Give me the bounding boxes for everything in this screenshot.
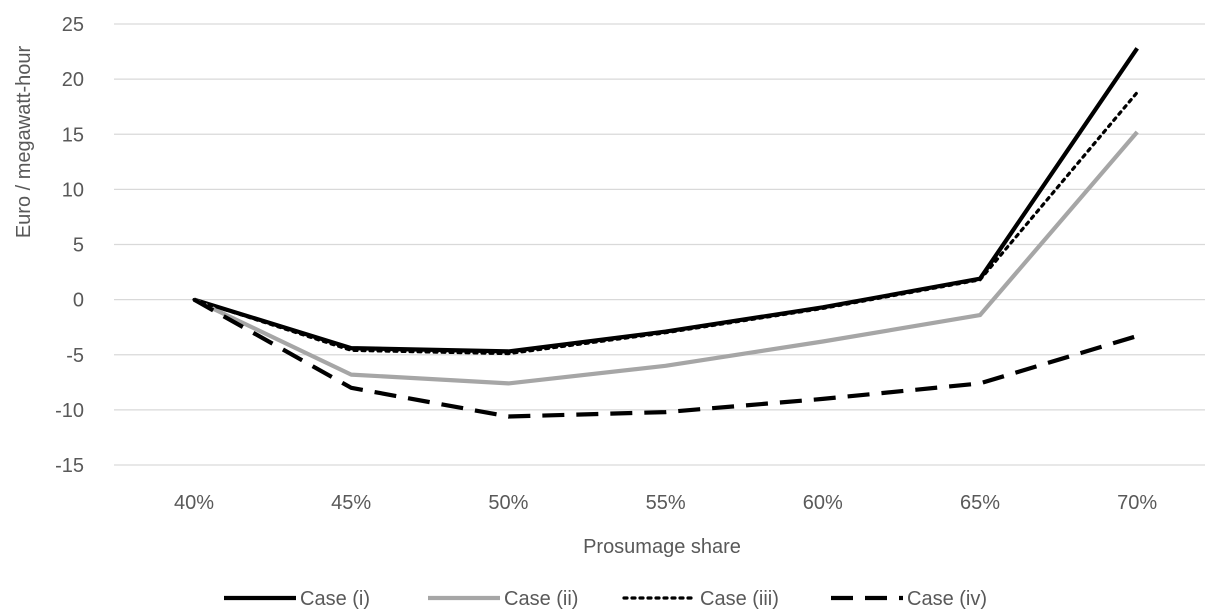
y-tick-label: -15	[55, 455, 84, 477]
x-tick-label: 65%	[960, 492, 1000, 514]
series-line-case-4	[192, 297, 1138, 419]
series-line-case-1	[193, 47, 1139, 354]
y-tick-label: 5	[73, 235, 84, 257]
y-tick-label: 0	[73, 290, 84, 312]
legend-label: Case (iv)	[907, 588, 987, 610]
legend-label: Case (i)	[300, 588, 370, 610]
legend-label: Case (ii)	[504, 588, 578, 610]
series-lines	[192, 47, 1139, 419]
x-tick-label: 40%	[174, 492, 214, 514]
legend-label: Case (iii)	[700, 588, 779, 610]
x-tick-label: 50%	[488, 492, 528, 514]
x-tick-label: 45%	[331, 492, 371, 514]
y-tick-label: 10	[62, 179, 84, 201]
y-tick-label: 15	[62, 124, 84, 146]
x-axis-title: Prosumage share	[583, 536, 741, 558]
x-tick-label: 55%	[646, 492, 686, 514]
y-axis-title: Euro / megawatt-hour	[13, 46, 35, 239]
y-tick-label: 25	[62, 14, 84, 36]
y-tick-label: -5	[66, 345, 84, 367]
x-axis-ticks: 40% 45% 50% 55% 60% 65% 70%	[174, 492, 1157, 514]
y-axis-ticks: -15 -10 -5 0 5 10 15 20 25	[55, 14, 84, 477]
legend: Case (i) Case (ii) Case (iii) Case (iv)	[224, 588, 987, 610]
y-tick-label: 20	[62, 69, 84, 91]
series-line-case-3	[192, 90, 1139, 356]
series-line-case-2	[193, 130, 1139, 386]
x-tick-label: 70%	[1117, 492, 1157, 514]
x-tick-label: 60%	[803, 492, 843, 514]
y-tick-label: -10	[55, 400, 84, 422]
